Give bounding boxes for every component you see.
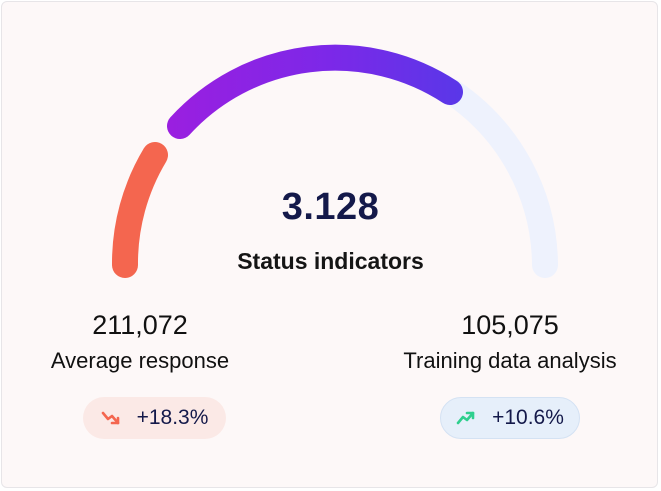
- average-response-change: +18.3%: [136, 406, 209, 429]
- average-response-stat: 211,072 Average response: [30, 308, 250, 378]
- training-data-label: Training data analysis: [403, 348, 617, 373]
- gauge-label: Status indicators: [237, 248, 424, 274]
- training-data-change-badge: +10.6%: [440, 397, 580, 439]
- average-response-label: Average response: [50, 348, 230, 373]
- gauge-mid-segment: [167, 44, 463, 139]
- trend-up-icon: [456, 408, 476, 428]
- training-data-value: 105,075: [461, 310, 559, 340]
- training-data-change: +10.6%: [492, 406, 564, 429]
- gauge-remaining-segment: [439, 79, 558, 278]
- gauge-value: 3.128: [281, 186, 380, 228]
- average-response-change-badge: +18.3%: [83, 397, 226, 439]
- trend-down-icon: [101, 408, 121, 428]
- average-response-value: 211,072: [92, 310, 188, 340]
- gauge-low-segment: [111, 142, 168, 278]
- training-data-stat: 105,075 Training data analysis: [382, 308, 638, 378]
